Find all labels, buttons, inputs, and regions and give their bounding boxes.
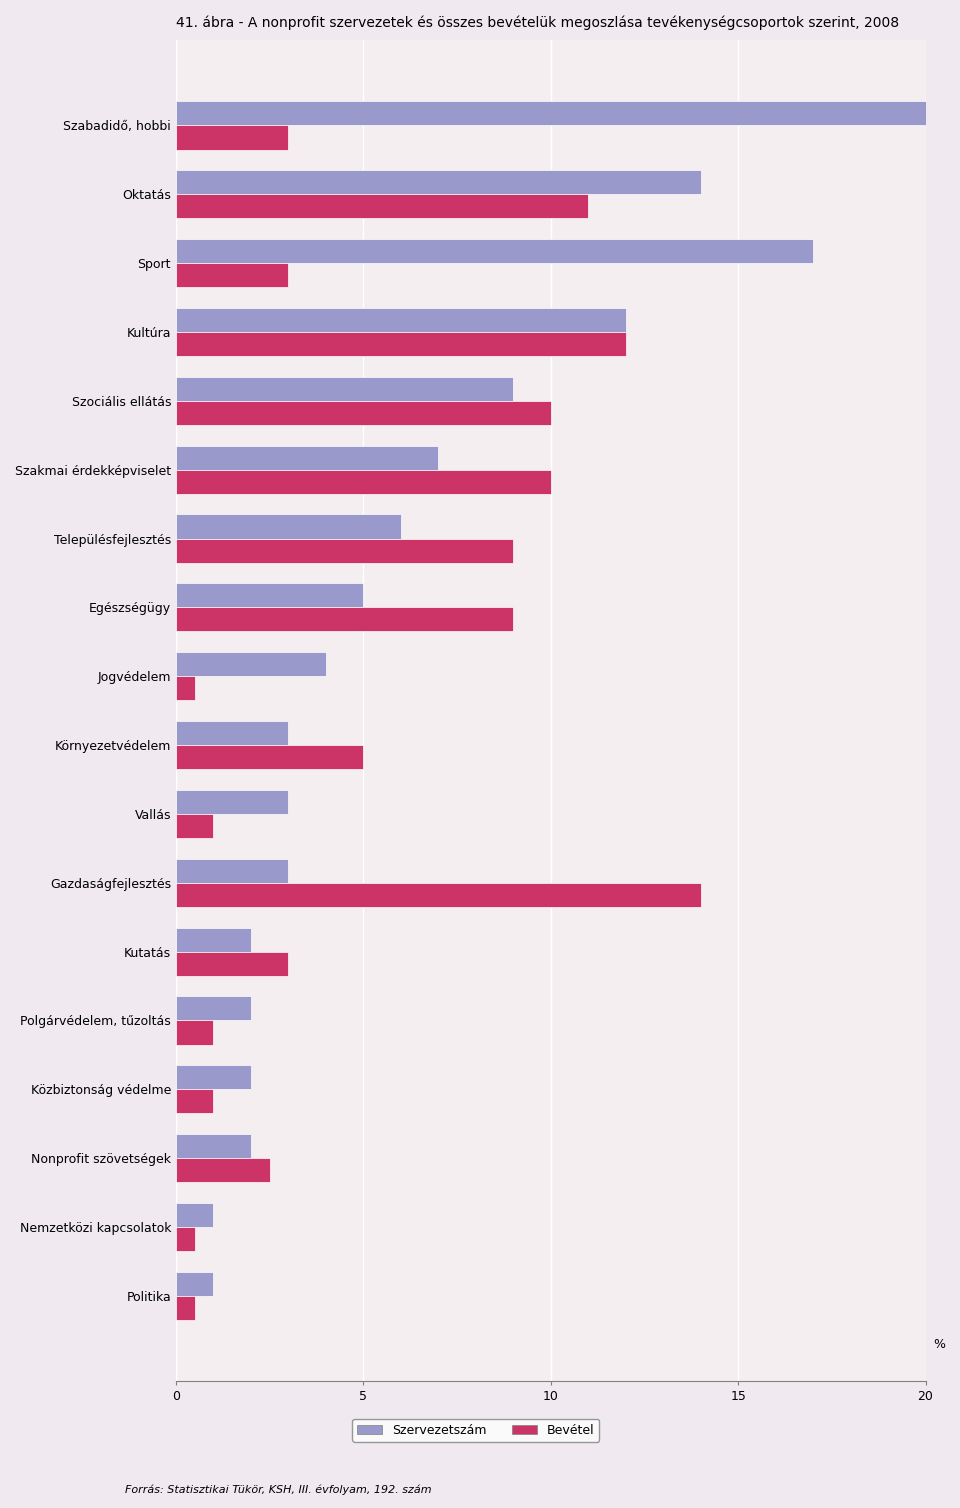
Bar <box>176 882 701 906</box>
Bar <box>176 608 514 632</box>
Bar <box>176 1228 195 1252</box>
Bar <box>176 1021 213 1045</box>
Bar <box>176 584 364 608</box>
Bar <box>176 1203 213 1228</box>
Bar <box>176 676 195 700</box>
Bar <box>176 377 514 401</box>
Bar <box>176 469 551 493</box>
Bar <box>176 1158 270 1182</box>
Bar <box>176 814 213 838</box>
Bar <box>176 1065 251 1089</box>
Bar <box>176 1089 213 1113</box>
Bar <box>176 790 288 814</box>
Bar <box>176 1134 251 1158</box>
Bar <box>176 101 960 125</box>
Bar <box>176 445 439 469</box>
Text: 41. ábra - A nonprofit szervezetek és összes bevételük megoszlása tevékenységcso: 41. ábra - A nonprofit szervezetek és ös… <box>176 15 900 30</box>
Bar <box>176 514 401 538</box>
Bar <box>176 332 626 356</box>
Bar <box>176 125 288 149</box>
Bar <box>176 1295 195 1320</box>
Bar <box>176 1271 213 1295</box>
Bar <box>176 170 701 195</box>
Bar <box>176 721 288 745</box>
Bar <box>176 401 551 425</box>
Bar <box>176 262 288 287</box>
Bar <box>176 308 626 332</box>
Text: Forrás: Statisztikai Tükör, KSH, III. évfolyam, 192. szám: Forrás: Statisztikai Tükör, KSH, III. év… <box>125 1484 431 1494</box>
Bar <box>176 538 514 562</box>
Bar <box>176 238 813 262</box>
Legend: Szervezetszám, Bevétel: Szervezetszám, Bevétel <box>352 1419 599 1442</box>
Bar <box>176 858 288 882</box>
Bar <box>176 997 251 1021</box>
Bar <box>176 651 325 676</box>
Bar <box>176 952 288 976</box>
Text: %: % <box>933 1338 945 1351</box>
Bar <box>176 745 364 769</box>
Bar <box>176 195 588 219</box>
Bar <box>176 927 251 952</box>
